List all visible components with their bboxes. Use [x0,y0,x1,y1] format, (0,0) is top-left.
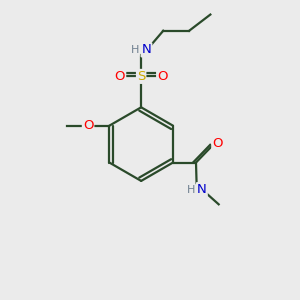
Text: O: O [83,119,93,132]
Text: S: S [137,70,146,83]
Text: O: O [157,70,168,83]
Text: H: H [130,45,139,55]
Text: O: O [212,137,223,150]
Text: O: O [115,70,125,83]
Text: H: H [187,184,195,195]
Text: N: N [142,44,151,56]
Text: N: N [197,183,207,196]
